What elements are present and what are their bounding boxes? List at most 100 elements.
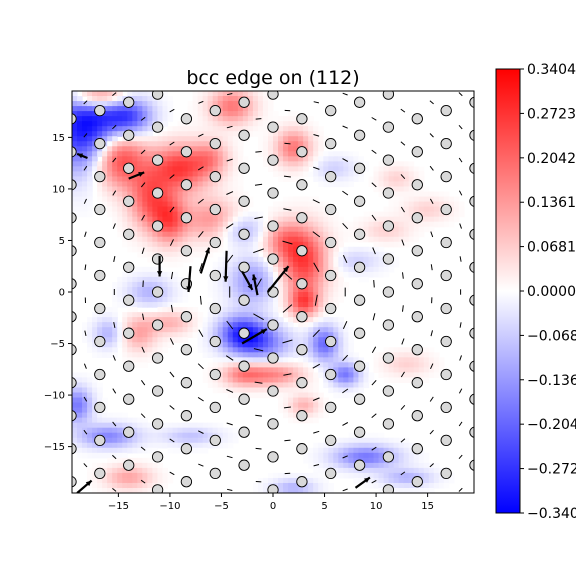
displacement-arrow bbox=[226, 158, 233, 162]
heatmap-cell bbox=[278, 477, 284, 484]
heatmap-cell bbox=[318, 312, 324, 318]
heatmap-cell bbox=[288, 131, 294, 137]
heatmap-cell bbox=[177, 307, 184, 313]
heatmap-cell bbox=[257, 281, 264, 288]
heatmap-cell bbox=[298, 307, 304, 313]
heatmap-cell bbox=[137, 141, 143, 147]
heatmap-cell bbox=[102, 332, 108, 338]
heatmap-cell bbox=[227, 121, 234, 127]
heatmap-cell bbox=[112, 457, 118, 464]
heatmap-cell bbox=[383, 206, 390, 213]
heatmap-cell bbox=[293, 337, 299, 343]
heatmap-cell bbox=[202, 166, 209, 173]
heatmap-cell bbox=[112, 347, 118, 353]
heatmap-cell bbox=[227, 382, 234, 389]
heatmap-cell bbox=[348, 161, 355, 167]
displacement-arrow bbox=[226, 488, 233, 491]
displacement-arrow bbox=[112, 421, 117, 427]
heatmap-cell bbox=[343, 271, 349, 278]
heatmap-cell bbox=[137, 161, 143, 167]
heatmap-cell bbox=[428, 206, 435, 213]
heatmap-cell bbox=[92, 412, 98, 419]
heatmap-cell bbox=[237, 342, 244, 348]
heatmap-cell bbox=[373, 211, 380, 218]
heatmap-cell bbox=[227, 312, 234, 318]
heatmap-cell bbox=[448, 472, 455, 479]
heatmap-cell bbox=[293, 206, 299, 213]
heatmap-cell bbox=[373, 241, 380, 248]
heatmap-cell bbox=[398, 206, 405, 213]
heatmap-cell bbox=[112, 462, 118, 469]
heatmap-cell bbox=[348, 337, 355, 343]
heatmap-cell bbox=[278, 276, 284, 283]
displacement-arrow bbox=[342, 125, 348, 129]
heatmap-cell bbox=[87, 317, 93, 323]
heatmap-cell bbox=[142, 447, 148, 454]
heatmap-cell bbox=[222, 106, 229, 112]
displacement-arrow bbox=[112, 388, 117, 394]
heatmap-cell bbox=[288, 246, 294, 253]
heatmap-cell bbox=[378, 477, 385, 484]
heatmap-cell bbox=[217, 201, 224, 208]
heatmap-cell bbox=[237, 286, 244, 293]
heatmap-cell bbox=[262, 146, 269, 152]
heatmap-cell bbox=[162, 161, 169, 167]
heatmap-cell bbox=[358, 452, 365, 459]
heatmap-cell bbox=[408, 161, 415, 167]
heatmap-cell bbox=[308, 402, 314, 409]
heatmap-cell bbox=[182, 126, 189, 132]
heatmap-cell bbox=[122, 302, 128, 308]
heatmap-cell bbox=[418, 472, 425, 479]
heatmap-cell bbox=[368, 432, 375, 439]
heatmap-cell bbox=[298, 292, 304, 298]
heatmap-cell bbox=[107, 417, 113, 424]
heatmap-cell bbox=[283, 151, 289, 157]
heatmap-cell bbox=[232, 281, 239, 288]
heatmap-cell bbox=[242, 347, 249, 353]
heatmap-cell bbox=[152, 176, 159, 183]
heatmap-cell bbox=[423, 196, 430, 203]
heatmap-cell bbox=[262, 487, 269, 493]
heatmap-cell bbox=[318, 407, 324, 414]
displacement-arrow bbox=[83, 429, 88, 435]
heatmap-cell bbox=[252, 372, 259, 379]
heatmap-cell bbox=[293, 131, 299, 137]
large-arrow-head bbox=[85, 480, 92, 487]
heatmap-cell bbox=[323, 161, 329, 167]
heatmap-cell bbox=[413, 487, 420, 493]
atom bbox=[267, 451, 279, 463]
heatmap-cell bbox=[298, 357, 304, 363]
heatmap-cell bbox=[97, 327, 103, 333]
heatmap-cell bbox=[247, 276, 254, 283]
heatmap-cell bbox=[127, 482, 133, 489]
heatmap-cell bbox=[137, 101, 143, 107]
heatmap-cell bbox=[147, 96, 154, 102]
heatmap-cell bbox=[257, 266, 264, 273]
heatmap-cell bbox=[97, 101, 103, 107]
heatmap-cell bbox=[142, 246, 148, 253]
heatmap-cell bbox=[102, 477, 108, 484]
heatmap-cell bbox=[82, 126, 88, 132]
heatmap-cell bbox=[137, 211, 143, 218]
heatmap-cell bbox=[222, 191, 229, 198]
heatmap-cell bbox=[333, 362, 339, 368]
heatmap-cell bbox=[403, 216, 410, 223]
displacement-arrow bbox=[226, 191, 234, 195]
heatmap-cell bbox=[167, 307, 174, 313]
heatmap-cell bbox=[283, 131, 289, 137]
heatmap-cell bbox=[383, 362, 390, 368]
heatmap-cell bbox=[333, 151, 339, 157]
heatmap-cell bbox=[303, 372, 309, 379]
heatmap-cell bbox=[288, 382, 294, 389]
heatmap-cell bbox=[202, 151, 209, 157]
heatmap-cell bbox=[252, 126, 259, 132]
heatmap-cell bbox=[242, 206, 249, 213]
heatmap-cell bbox=[363, 221, 370, 228]
heatmap-cell bbox=[137, 201, 143, 208]
heatmap-cell bbox=[197, 91, 204, 97]
heatmap-cell bbox=[373, 362, 380, 368]
heatmap-cell bbox=[207, 322, 214, 328]
heatmap-cell bbox=[232, 161, 239, 167]
heatmap-cell bbox=[112, 432, 118, 439]
heatmap-cell bbox=[217, 362, 224, 368]
